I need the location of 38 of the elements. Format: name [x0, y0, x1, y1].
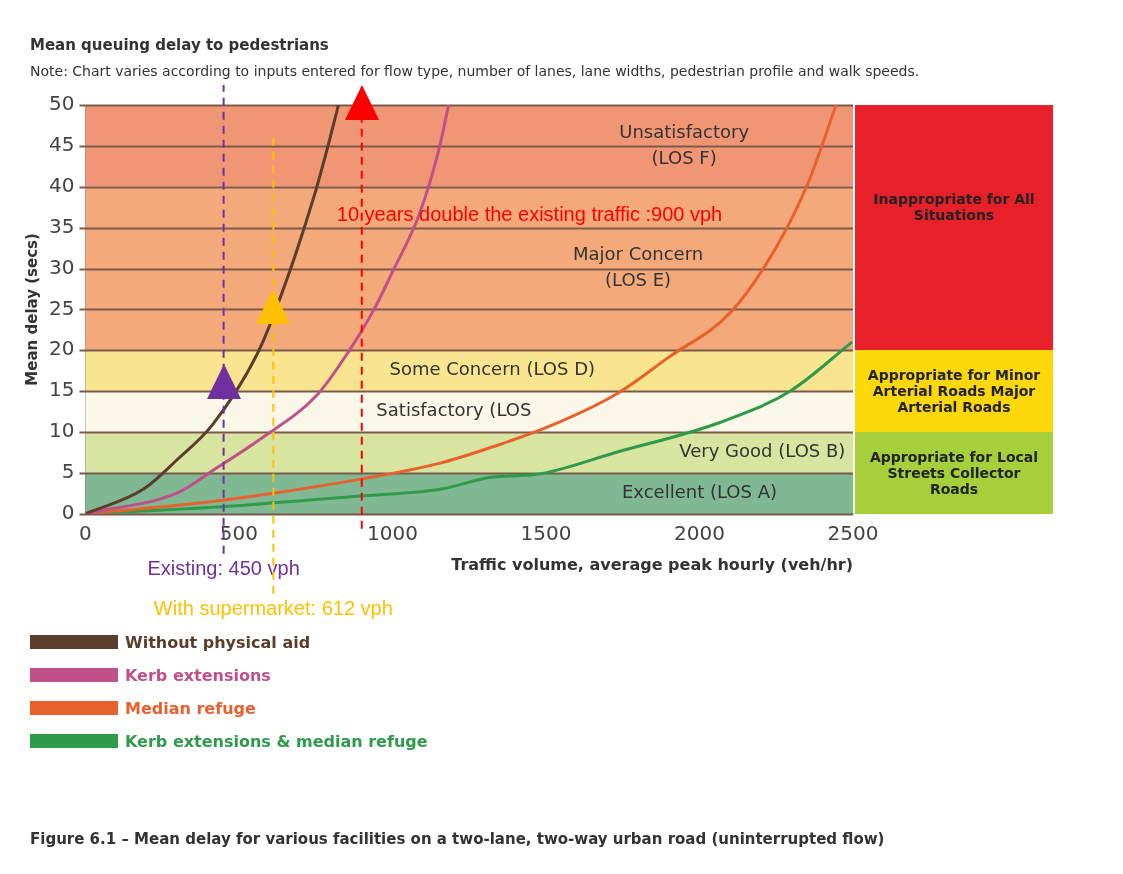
x-tick-label: 2000 [674, 521, 725, 545]
suitability-panel: Inappropriate for All Situations [855, 105, 1053, 351]
y-tick-label: 15 [49, 377, 75, 402]
x-axis-title: Traffic volume, average peak hourly (veh/hr) [451, 554, 853, 574]
band-label: Satisfactory (LOS [376, 399, 532, 421]
y-tick-label: 5 [61, 459, 75, 484]
y-axis-title: Mean delay (secs) [22, 233, 41, 386]
ref-line-label: With supermarket: 612 vph [153, 597, 393, 620]
chart-subtitle: Note: Chart varies according to inputs entered for flow type, number of lanes, lane widths, pedestrian profile and walk speeds. [30, 63, 920, 79]
suitability-panel: Appropriate for Minor Arterial Roads Major Arterial Roads [855, 350, 1053, 432]
suitability-panel: Appropriate for Local Streets Collector Roads [855, 432, 1053, 514]
band-label: Excellent (LOS A) [621, 481, 777, 503]
text: Kerb extensions [125, 665, 271, 685]
ref-line-label: 10 years double the existing traffic :900 vph [336, 202, 723, 225]
band-label: Major Concern (LOS E) [573, 243, 704, 291]
y-tick-label: 10 [49, 418, 75, 443]
y-tick-label: 0 [61, 500, 75, 524]
x-tick-label: 1000 [367, 521, 418, 545]
y-tick-label: 30 [49, 254, 75, 279]
x-tick-label: 0 [79, 521, 92, 545]
text: Median refuge [125, 698, 256, 718]
y-tick-label: 45 [49, 132, 75, 157]
x-tick-label: 2500 [827, 521, 879, 545]
y-tick-label: 40 [49, 172, 75, 197]
y-tick-label: 25 [49, 295, 75, 320]
band-label: Unsatisfactory (LOS F) [619, 120, 750, 168]
text: Kerb extensions & median refuge [125, 731, 428, 751]
band-label: Very Good (LOS B) [679, 440, 846, 462]
band-label: Some Concern (LOS D) [389, 358, 596, 380]
x-tick-label: 500 [219, 521, 259, 545]
caption: Figure 6.1 – Mean delay for various facilities on a two-lane, two-way urban road (uninterrupted flow) [30, 829, 885, 848]
y-tick-label: 50 [49, 91, 75, 116]
y-tick-label: 35 [49, 213, 75, 238]
ref-line-label: Existing: 450 vph [147, 557, 300, 580]
y-tick-label: 20 [49, 336, 75, 361]
chart-title: Mean queuing delay to pedestrians [30, 36, 329, 54]
text: Without physical aid [125, 632, 311, 652]
x-tick-label: 1500 [520, 521, 572, 545]
